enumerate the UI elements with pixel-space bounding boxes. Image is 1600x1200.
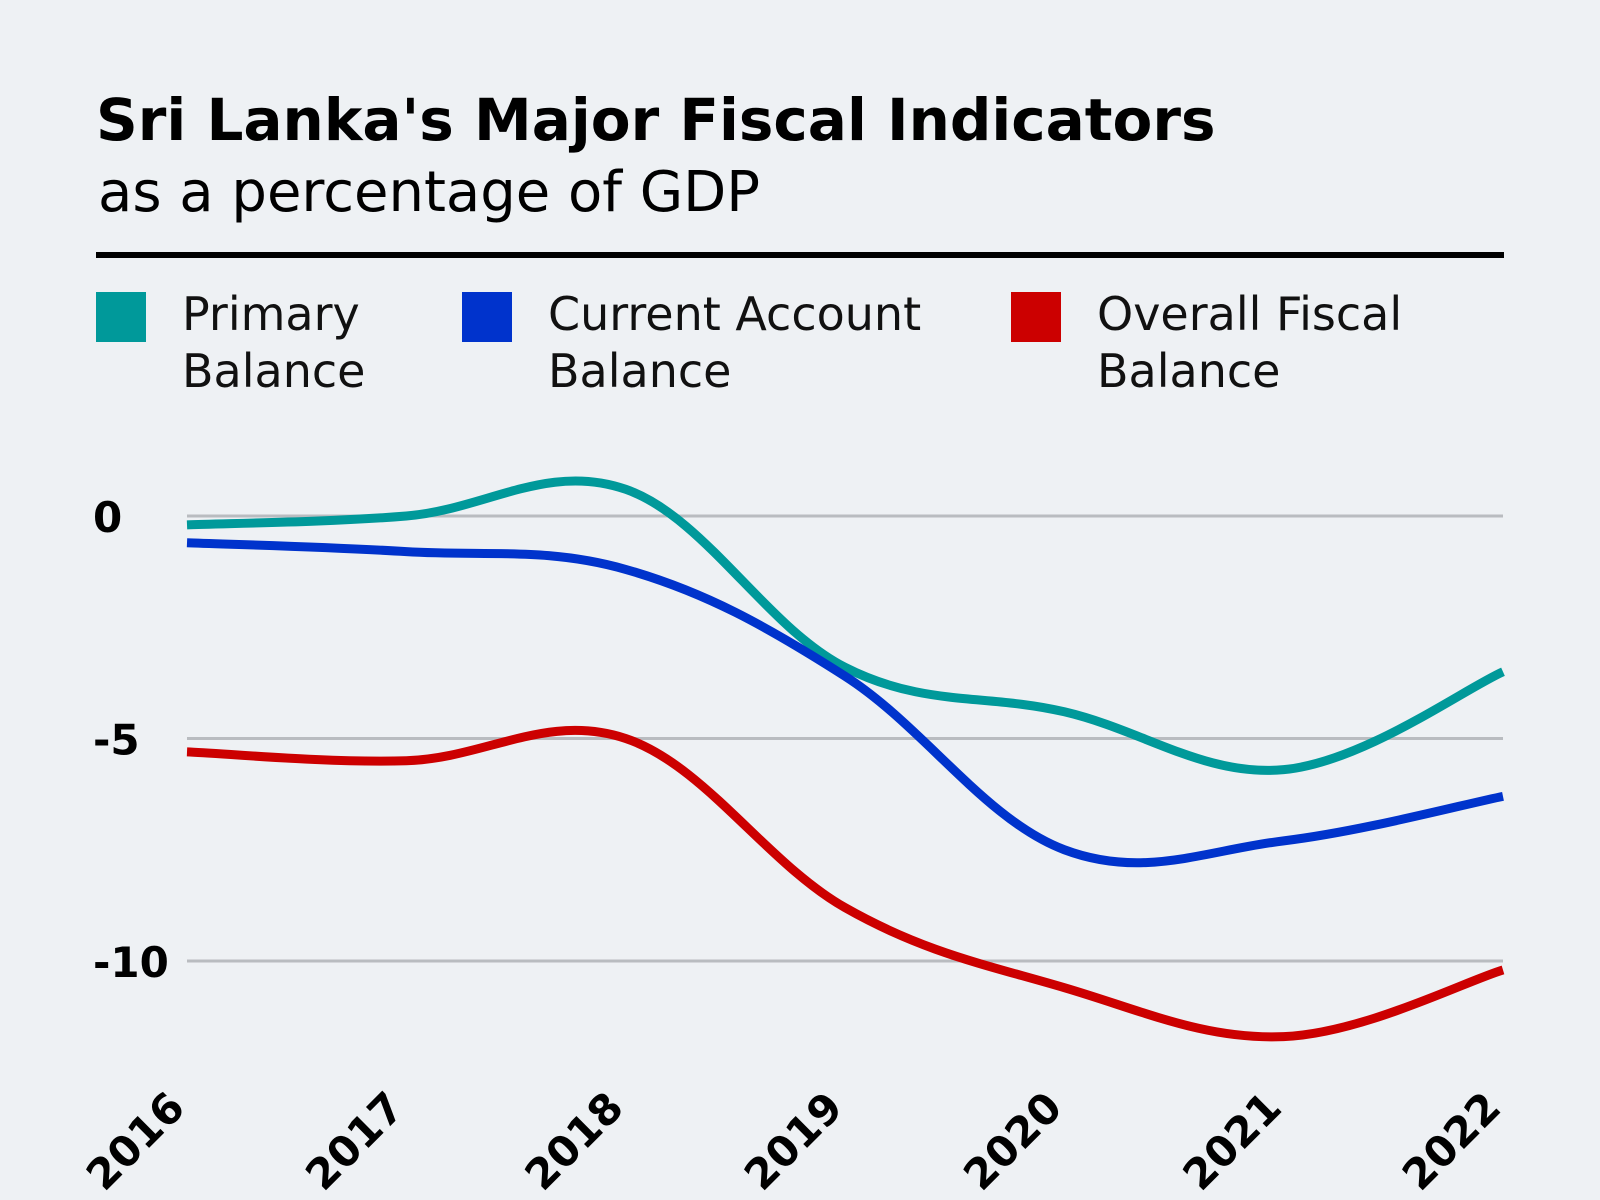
y-tick-label: -5 bbox=[93, 716, 140, 765]
series-line-current-account-balance bbox=[186, 538, 1504, 868]
title-divider bbox=[96, 252, 1504, 258]
y-tick-label: 0 bbox=[93, 493, 122, 542]
x-tick-label: 2019 bbox=[735, 1082, 852, 1199]
x-tick-label: 2020 bbox=[954, 1082, 1071, 1199]
chart-title: Sri Lanka's Major Fiscal Indicators bbox=[96, 86, 1216, 154]
series-line-overall-fiscal-balance bbox=[186, 725, 1505, 1042]
legend-label-primary-line2: Balance bbox=[182, 344, 366, 398]
legend-label-current-line1: Current Account bbox=[548, 287, 922, 341]
legend-label-overall-line2: Balance bbox=[1097, 344, 1281, 398]
x-tick-label: 2021 bbox=[1173, 1082, 1290, 1199]
legend-label-primary-line1: Primary bbox=[182, 287, 360, 341]
legend-label-primary: Primary Balance bbox=[182, 286, 365, 400]
x-tick-label: 2017 bbox=[296, 1082, 413, 1199]
x-tick-label: 2016 bbox=[77, 1082, 194, 1199]
x-tick-label: 2022 bbox=[1393, 1082, 1510, 1199]
legend-label-current: Current Account Balance bbox=[548, 286, 921, 400]
legend-label-current-line2: Balance bbox=[548, 344, 732, 398]
legend-label-overall-line1: Overall Fiscal bbox=[1097, 287, 1403, 341]
y-tick-label: -10 bbox=[93, 938, 169, 987]
legend-swatch-primary bbox=[96, 292, 146, 342]
series-line-primary-balance bbox=[186, 476, 1505, 775]
chart-subtitle: as a percentage of GDP bbox=[98, 160, 761, 225]
legend-swatch-current bbox=[462, 292, 512, 342]
legend-swatch-overall bbox=[1011, 292, 1061, 342]
legend-label-overall: Overall Fiscal Balance bbox=[1097, 286, 1402, 400]
x-tick-label: 2018 bbox=[515, 1082, 632, 1199]
